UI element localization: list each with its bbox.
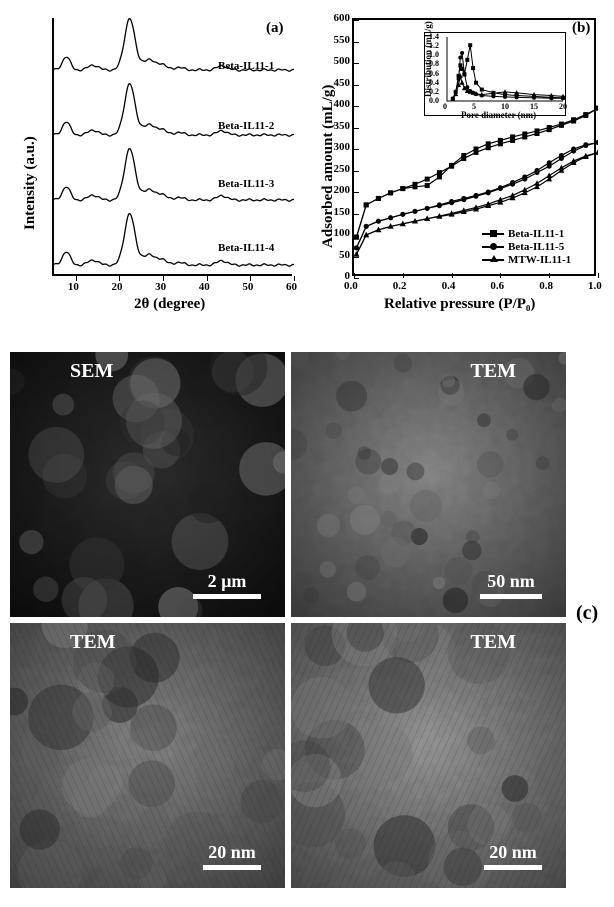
isotherm-legend: Beta-IL11-1Beta-IL11-5MTW-IL11-1 [482, 228, 571, 267]
tem-label: TEM [470, 631, 516, 654]
legend-item: Beta-IL11-5 [482, 241, 571, 253]
legend-item: Beta-IL11-1 [482, 228, 571, 240]
tem-image-20nm-2: TEM 20 nm [291, 623, 566, 888]
pore-distribution-inset: 051015200.00.20.40.60.81.01.21.4Distribu… [424, 32, 566, 116]
panel-a-ylabel: Intensity (a.u.) [22, 136, 39, 230]
panel-b-xlabel: Relative pressure (P/P₀) [384, 296, 535, 313]
xrd-curve-label: Beta-IL11-1 [218, 60, 274, 72]
scale-bar: 2 µm [193, 571, 261, 599]
isotherm-panel: (b) Adsorbed amount (mL/g) Relative pres… [306, 10, 604, 320]
scale-bar: 50 nm [480, 571, 542, 599]
tem-label: TEM [70, 631, 116, 654]
xrd-curve-label: Beta-IL11-2 [218, 120, 274, 132]
panel-b-plot: 051015200.00.20.40.60.81.01.21.4Distribu… [352, 18, 596, 276]
scale-bar: 20 nm [203, 842, 261, 870]
sem-label: SEM [70, 360, 113, 383]
xrd-curve-label: Beta-IL11-4 [218, 242, 274, 254]
panel-a-curves [54, 18, 294, 276]
legend-item: MTW-IL11-1 [482, 254, 571, 266]
tem-image-20nm-1: TEM 20 nm [10, 623, 285, 888]
tem-image-50nm: TEM 50 nm [291, 352, 566, 617]
sem-image: SEM 2 µm [10, 352, 285, 617]
microscopy-grid: SEM 2 µm TEM 50 nm TEM 20 nm TEM 20 nm [10, 352, 566, 888]
scale-bar: 20 nm [484, 842, 542, 870]
tem-label: TEM [470, 360, 516, 383]
xrd-curve-label: Beta-IL11-3 [218, 178, 274, 190]
panel-a-xlabel: 2θ (degree) [134, 296, 205, 313]
xrd-panel: (a) Intensity (a.u.) 2θ (degree) Beta-IL… [6, 10, 300, 320]
panel-a-plot: Beta-IL11-1 Beta-IL11-2 Beta-IL11-3 Beta-IL… [52, 18, 292, 276]
panel-c-label: (c) [576, 602, 598, 625]
